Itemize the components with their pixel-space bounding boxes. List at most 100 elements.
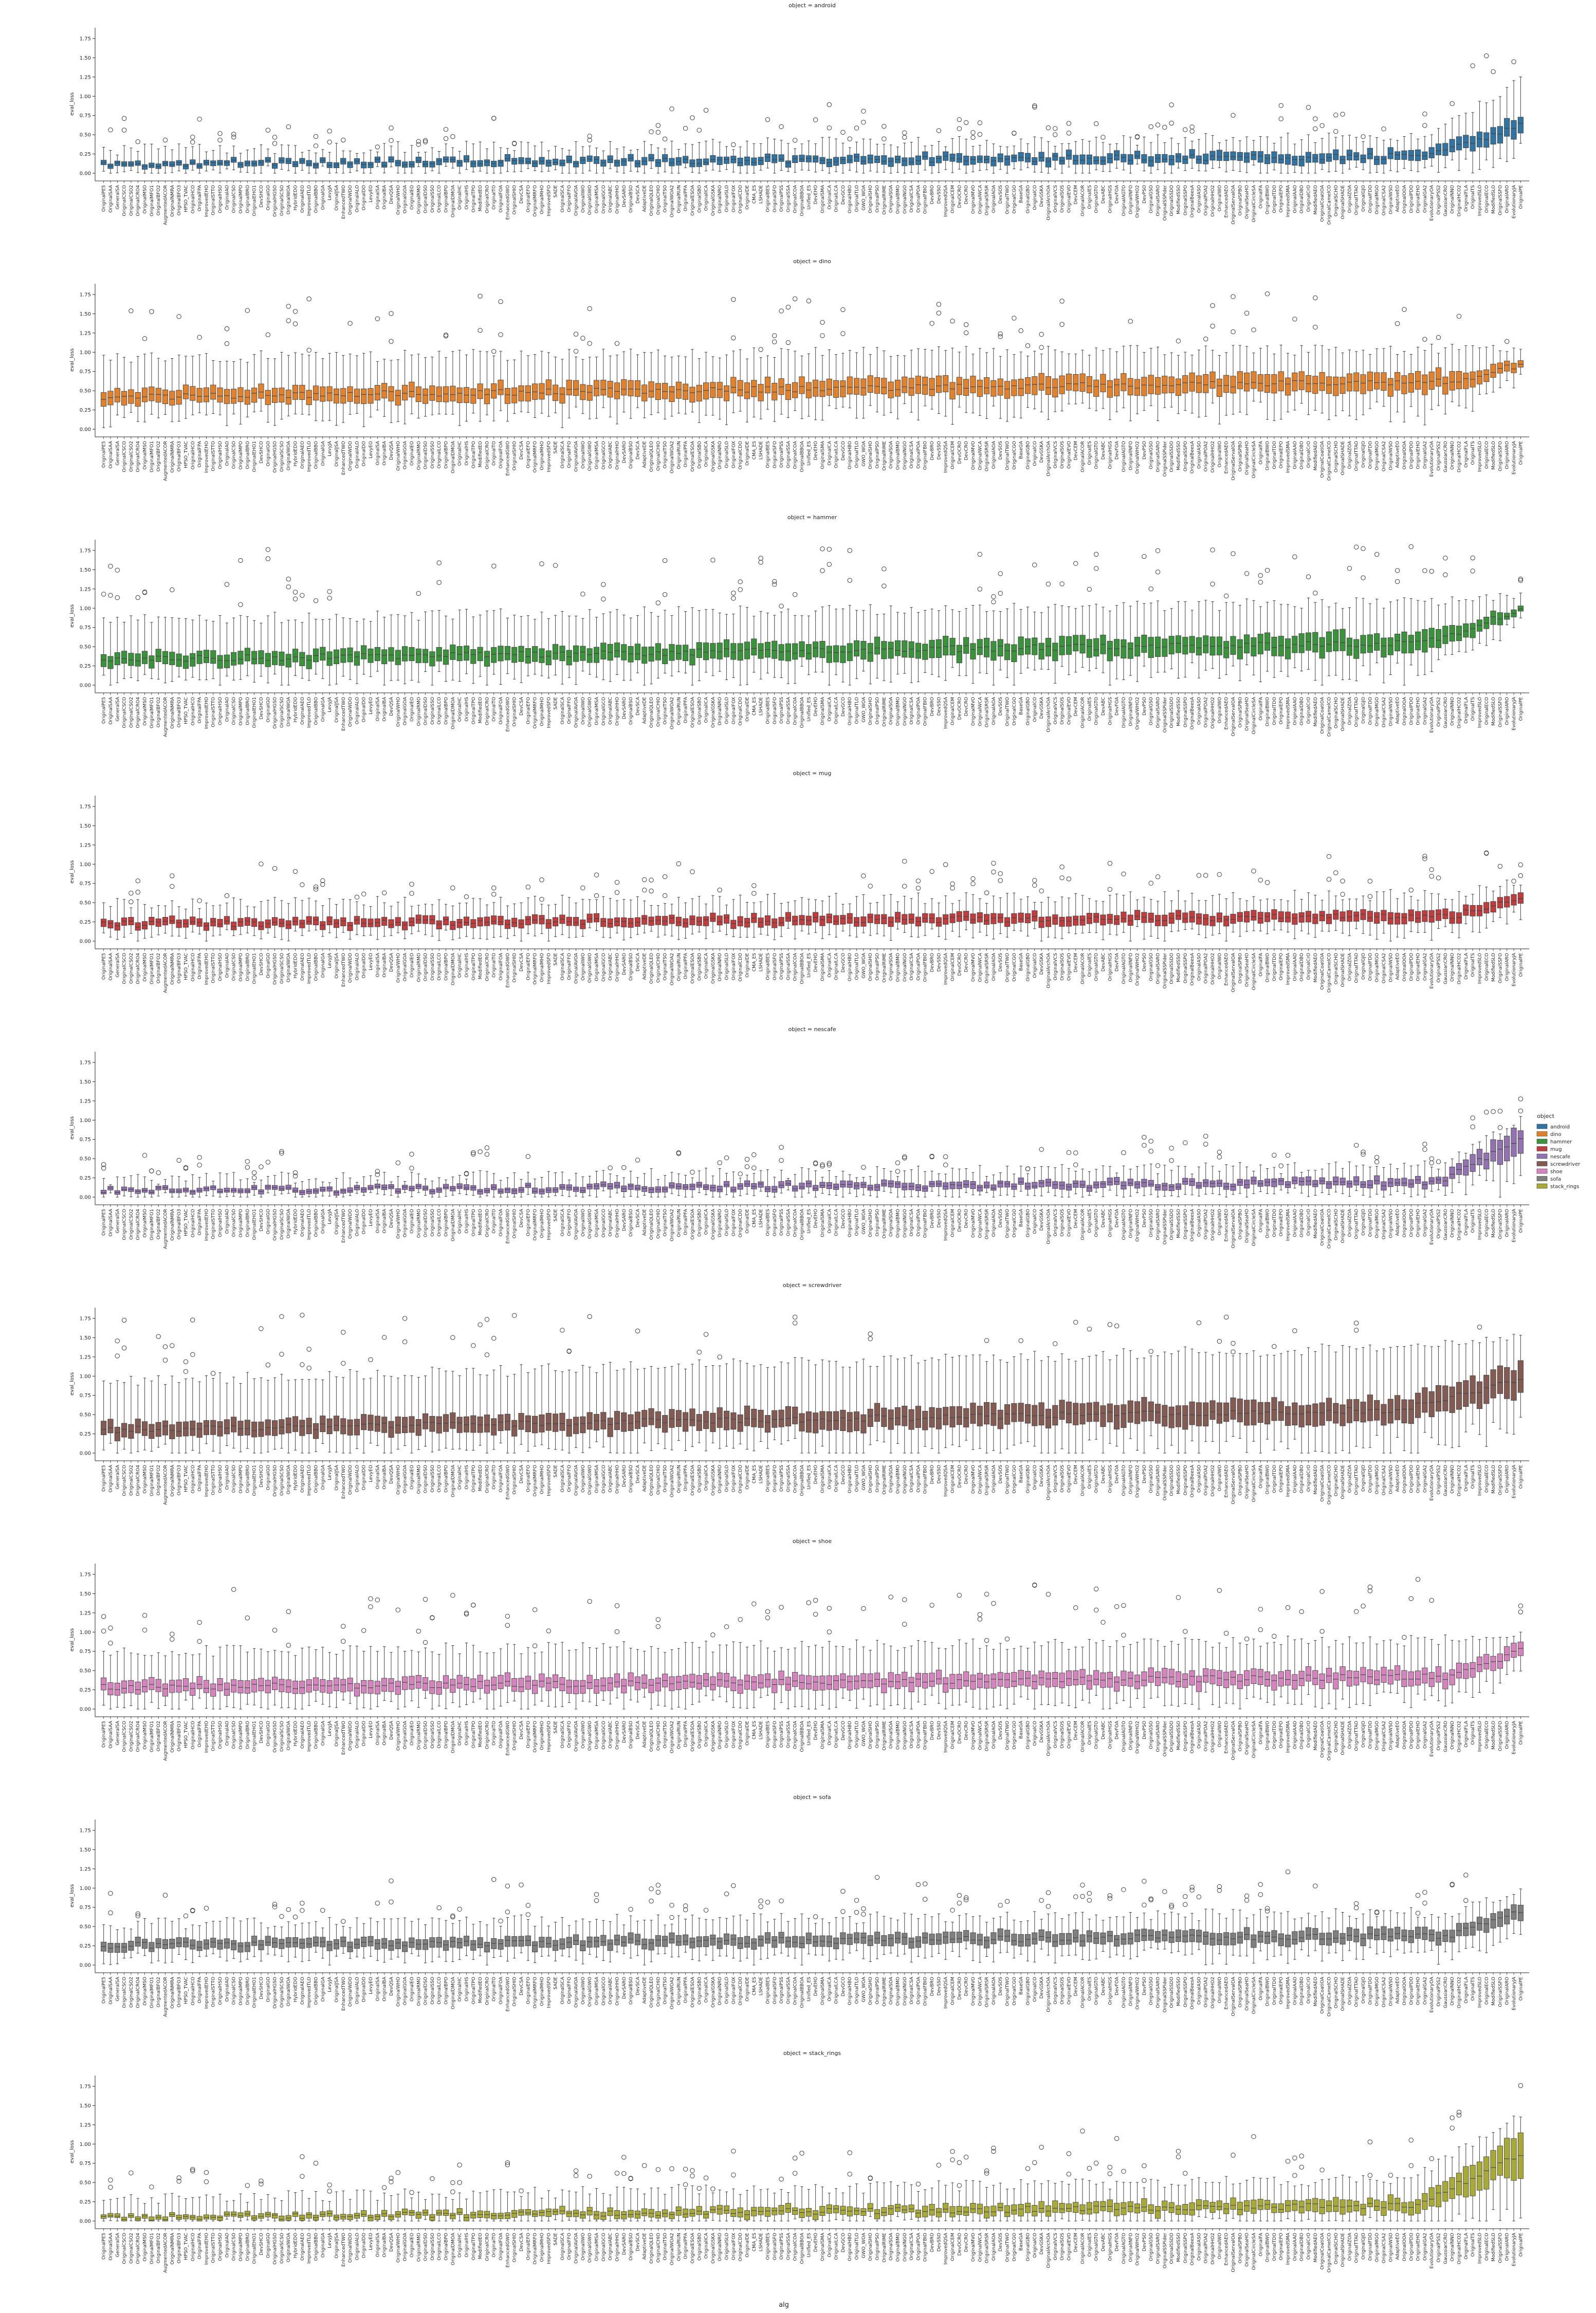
box-OriginalIWO	[580, 1919, 585, 1964]
box-OriginalWDO	[347, 1370, 353, 1453]
x-tick-label: OriginalGJO	[1361, 185, 1366, 212]
x-tick-label: OriginalWOA	[286, 952, 291, 982]
x-tick-label: OriginalTLO	[855, 1465, 860, 1492]
box-OriginalMVO	[970, 1355, 976, 1449]
x-tick-label: BaseGA	[1019, 440, 1024, 459]
box-OriginalQLEO	[649, 613, 654, 684]
x-tick-label: OriginalACOR	[1080, 953, 1086, 984]
box-Unified_ES	[806, 1601, 811, 1709]
x-tick-label: OriginalDBO	[1299, 1977, 1305, 2005]
x-tick-label: OriginalINFO	[1128, 1977, 1133, 2006]
box-OriginalTPO	[471, 144, 476, 172]
box-OriginalSSA	[785, 902, 791, 928]
box-OriginalBBOA	[799, 1358, 804, 1453]
box-OriginalSPBO	[1237, 1163, 1242, 1194]
x-tick-label: OriginalHCO	[191, 1209, 196, 1237]
x-tick-label: BaseGA	[1019, 1464, 1024, 1483]
x-tick-label: OriginalGJO	[1361, 1721, 1366, 1748]
box-OriginalNMRA	[170, 2193, 175, 2221]
x-tick-label: OriginalCircleSA	[1252, 1208, 1257, 1246]
box-EvolutionaryOA	[1429, 344, 1434, 409]
box-OriginalBFO3	[176, 315, 181, 421]
box-OriginalCoatiOA	[1319, 900, 1325, 931]
x-tick-label: OriginalHHO	[615, 1721, 620, 1750]
box-DevABC	[1100, 902, 1106, 940]
box-DevPSO	[1142, 353, 1147, 411]
box-OriginalLCO	[436, 1178, 442, 1197]
box-OriginalGTO	[1093, 121, 1098, 170]
box-OriginalPSS2	[1436, 1160, 1441, 1190]
box-OriginalBeesA	[1189, 355, 1195, 413]
box-OriginalCircleSA	[1251, 600, 1256, 675]
x-tick-label: OriginalFLA	[1464, 1976, 1469, 2004]
x-tick-label: OriginalCHIO	[656, 1465, 661, 1495]
x-tick-label: OriginalSSPider	[1163, 1465, 1168, 1501]
box-OriginalSSDO	[1169, 1354, 1174, 1445]
box-OriginalQLEO	[649, 878, 654, 931]
box-BaseGA	[1018, 1338, 1023, 1443]
x-tick-label: OriginalServalOA	[1231, 440, 1236, 480]
y-axis-label: eval_loss	[69, 1628, 75, 1651]
x-tick-label: OriginalWCA	[978, 1464, 983, 1494]
box-OriginalNRO	[717, 888, 722, 931]
x-tick-label: OriginalHHO2	[1210, 441, 1216, 473]
x-tick-label: OriginalMRFO	[533, 1465, 538, 1497]
box-OriginalWSO	[1388, 1347, 1393, 1453]
x-tick-label: OriginalPFA	[684, 952, 689, 979]
box-OriginalSeaHO	[1244, 901, 1249, 931]
x-tick-label: ImprovedQSA	[944, 1720, 949, 1753]
box-OriginalDE	[744, 1920, 749, 1958]
box-OriginalTO	[491, 349, 497, 421]
x-tick-label: OriginalAGTO	[1122, 1721, 1127, 1752]
box-OriginalCSO	[231, 1918, 236, 1958]
x-tick-label: OriginalWSO	[1388, 1977, 1393, 2006]
box-OriginalTWO	[1004, 893, 1010, 937]
y-tick-label: 0.50	[80, 901, 91, 906]
box-OriginalPOA2	[1203, 1641, 1208, 1692]
box-DevQSA	[389, 1653, 394, 1702]
box-DevSARO	[621, 1165, 627, 1197]
x-tick-label: OriginalICA	[704, 185, 709, 211]
x-tick-label: OriginalGBO	[1025, 1721, 1031, 1749]
x-tick-label: OriginalBBO	[314, 953, 319, 981]
box-HPSO_TVAC	[183, 1360, 188, 1453]
box-OriginalBWO	[1264, 1169, 1270, 1194]
box-OriginalSHIO	[512, 1172, 517, 1197]
box-DevEHO	[813, 1161, 818, 1197]
x-tick-label: OriginalFFO	[567, 1209, 572, 1236]
box-OriginalNGO	[902, 131, 907, 173]
box-OriginalGWO	[587, 1176, 592, 1196]
x-tick-label: DevCRO	[964, 1465, 969, 1484]
x-tick-label: Unified_ES	[806, 1465, 812, 1490]
box-OriginalSHO	[868, 1650, 873, 1706]
box-OriginalCOA	[793, 592, 798, 683]
box-DevSOS	[998, 1903, 1003, 1953]
x-tick-label: OriginalDSO	[424, 441, 429, 469]
box-OriginalHHO2	[1210, 136, 1215, 169]
x-tick-label: OriginalAGTO	[1122, 697, 1127, 728]
box-OriginalDBO	[1299, 1609, 1304, 1704]
box-OriginalHCO	[190, 135, 195, 171]
box-OriginalSSO	[430, 611, 435, 685]
box-ImprovedSFO	[546, 1364, 551, 1448]
box-DevBRO	[929, 321, 934, 409]
x-tick-label: ModifiedSLO	[1491, 697, 1496, 726]
x-tick-label: LSHADE	[759, 1465, 764, 1484]
x-tick-label: OriginalSARO	[1156, 1721, 1161, 1752]
x-tick-label: GaussianCRO	[1443, 185, 1448, 216]
x-tick-label: DevBRO	[930, 1977, 935, 1996]
x-tick-label: OriginalGOA	[403, 185, 408, 213]
box-OriginalLCA	[833, 609, 838, 675]
box-OriginalMVO	[970, 605, 976, 684]
box-OriginalMVO	[970, 354, 976, 413]
box-SADE	[553, 1173, 558, 1196]
box-OriginalGO	[265, 1651, 270, 1709]
x-tick-label: OriginalWSO	[1388, 1209, 1393, 1238]
x-tick-label: EvolutionaryOA	[1429, 1208, 1435, 1244]
x-tick-label: ImprovedEHO	[204, 1465, 209, 1497]
box-OriginalHHO2	[1210, 548, 1215, 669]
box-OriginalCOA	[793, 297, 798, 411]
box-OriginalWHO	[395, 1161, 400, 1197]
x-tick-label: AugmentedACOR	[163, 697, 169, 737]
box-OriginalServalOA	[1231, 113, 1236, 170]
